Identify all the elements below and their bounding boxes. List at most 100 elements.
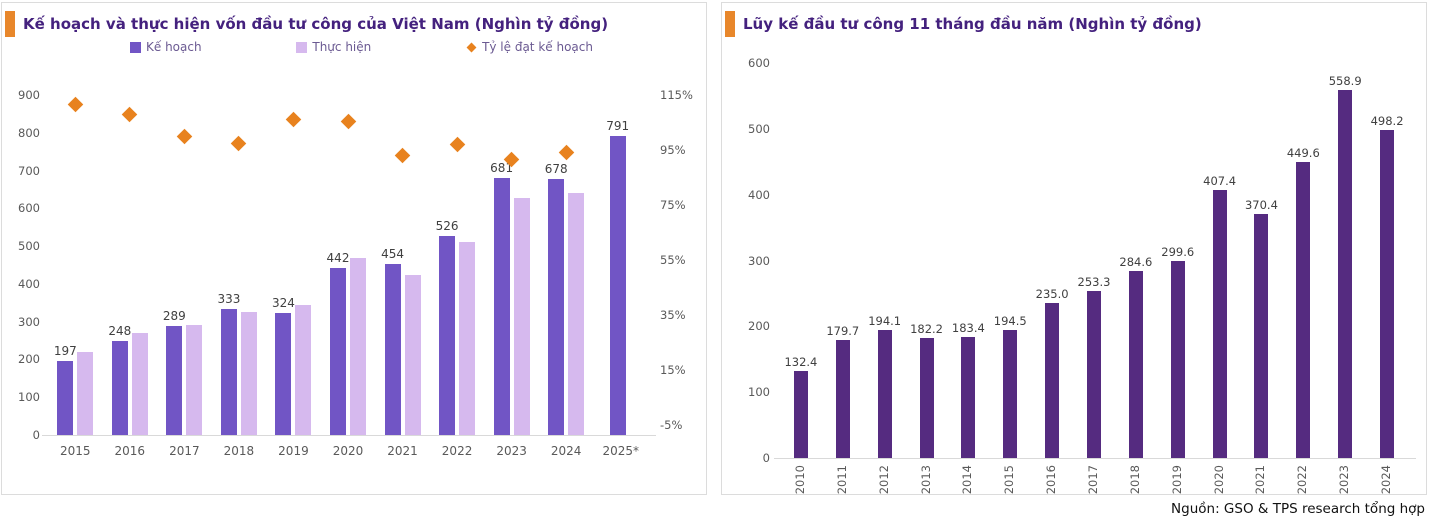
actual-bar xyxy=(240,311,257,435)
primary-y-tick-label: 600 xyxy=(18,201,40,216)
x-axis-year-label-vertical: 2024 xyxy=(1379,465,1394,495)
x-axis-year-label-vertical: 2014 xyxy=(960,465,975,495)
cumulative-bar xyxy=(1338,90,1353,458)
y-axis-tick-label: 200 xyxy=(748,319,770,334)
primary-y-tick-label: 400 xyxy=(18,276,40,291)
orange-accent-bar xyxy=(5,11,15,37)
ratio-diamond-marker xyxy=(176,128,193,145)
cumulative-bar xyxy=(1380,130,1395,458)
x-axis-year-label: 2025* xyxy=(602,444,639,458)
left-chart-title: Kế hoạch và thực hiện vốn đầu tư công củ… xyxy=(23,15,609,33)
plan-bar xyxy=(548,179,565,435)
cumulative-bar-value-label: 407.4 xyxy=(1203,173,1237,188)
plan-bar xyxy=(111,341,128,435)
primary-y-tick-label: 100 xyxy=(18,390,40,405)
ratio-diamond-marker xyxy=(122,106,138,123)
x-axis-line xyxy=(42,435,656,436)
actual-bar xyxy=(350,258,366,435)
legend-label-ty-le: Tỷ lệ đạt kế hoạch xyxy=(482,40,593,54)
y-axis-tick-label: 400 xyxy=(748,187,770,202)
chart-card-plan-vs-actual: Kế hoạch và thực hiện vốn đầu tư công củ… xyxy=(1,2,707,495)
cumulative-bar xyxy=(793,370,808,458)
ratio-diamond-marker xyxy=(67,96,84,113)
plan-bar-value-label: 248 xyxy=(108,324,132,339)
x-axis-year-label-vertical: 2013 xyxy=(918,465,933,495)
legend-item-ke-hoach: Kế hoạch xyxy=(130,40,202,54)
plan-bar xyxy=(330,268,346,435)
ratio-diamond-marker xyxy=(394,147,411,164)
secondary-y-tick-label: 55% xyxy=(660,253,686,267)
y-axis-tick-label: 500 xyxy=(748,122,770,137)
cumulative-bar-value-label: 284.6 xyxy=(1119,254,1153,269)
cumulative-bar-value-label: 299.6 xyxy=(1161,244,1195,259)
plan-bar-value-label: 442 xyxy=(326,251,350,266)
primary-y-tick-label: 0 xyxy=(32,428,40,442)
plan-swatch-icon xyxy=(130,41,141,53)
plan-bar-value-label: 678 xyxy=(544,162,568,177)
primary-y-tick-label: 900 xyxy=(18,88,40,103)
y-axis-tick-label: 600 xyxy=(748,56,770,71)
x-axis-year-label: 2020 xyxy=(332,444,364,458)
plan-bar xyxy=(493,177,510,435)
y-axis-tick-label: 0 xyxy=(762,451,770,465)
secondary-y-tick-label: 35% xyxy=(660,308,686,322)
x-axis-year-label-vertical: 2018 xyxy=(1127,465,1142,495)
actual-bar xyxy=(295,305,312,435)
x-axis-line xyxy=(774,458,1416,459)
actual-bar xyxy=(513,198,530,435)
primary-y-tick-label: 800 xyxy=(18,125,40,140)
x-axis-year-label: 2021 xyxy=(387,444,418,458)
cumulative-bar xyxy=(1003,330,1018,458)
cumulative-bar-value-label: 132.4 xyxy=(784,354,818,369)
plan-bar-value-label: 454 xyxy=(381,246,404,261)
cumulative-chart-plot: 0 100 200 300 400 500 600 132.4 2010 179.7 2011 194… xyxy=(722,3,1426,494)
plan-bar xyxy=(439,236,456,435)
chart-card-cumulative: Lũy kế đầu tư công 11 tháng đầu năm (Ngh… xyxy=(721,2,1427,495)
cumulative-bar xyxy=(1045,303,1060,458)
x-axis-year-label-vertical: 2012 xyxy=(876,465,891,495)
cumulative-bar-value-label: 498.2 xyxy=(1370,114,1404,129)
ratio-diamond-marker xyxy=(558,144,574,161)
ratio-diamond-marker xyxy=(449,136,465,153)
x-axis-year-label: 2024 xyxy=(550,444,582,458)
plan-bar xyxy=(220,309,237,435)
plan-bar xyxy=(166,325,183,435)
secondary-y-tick-label: 115% xyxy=(660,88,693,102)
actual-swatch-icon xyxy=(296,41,308,53)
cumulative-bar-value-label: 253.3 xyxy=(1077,275,1111,290)
x-axis-year-label: 2015 xyxy=(59,444,91,458)
cumulative-bar-value-label: 558.9 xyxy=(1328,74,1362,89)
cumulative-bar xyxy=(1170,260,1185,458)
plan-bar xyxy=(609,136,626,435)
cumulative-bar-value-label: 182.2 xyxy=(910,322,943,337)
plan-bar-value-label: 526 xyxy=(435,219,459,234)
plan-bar xyxy=(384,263,401,435)
actual-bar xyxy=(186,325,203,435)
cumulative-bar-value-label: 194.1 xyxy=(868,314,902,329)
y-axis-tick-label: 100 xyxy=(748,385,770,400)
x-axis-year-label-vertical: 2016 xyxy=(1044,465,1059,495)
primary-y-tick-label: 300 xyxy=(18,314,40,329)
legend-item-thuc-hien: Thực hiện xyxy=(296,40,371,54)
ratio-diamond-marker xyxy=(231,135,247,151)
orange-accent-bar xyxy=(725,11,735,37)
plan-bar-value-label: 324 xyxy=(272,295,295,310)
cumulative-bar-value-label: 179.7 xyxy=(826,323,860,338)
x-axis-year-label-vertical: 2019 xyxy=(1169,465,1184,495)
x-axis-year-label-vertical: 2020 xyxy=(1211,465,1226,495)
cumulative-bar-value-label: 449.6 xyxy=(1286,146,1320,161)
cumulative-bar xyxy=(1087,291,1101,458)
x-axis-year-label-vertical: 2023 xyxy=(1337,465,1352,495)
x-axis-year-label: 2023 xyxy=(496,444,527,458)
cumulative-bar xyxy=(835,339,850,458)
x-axis-year-label-vertical: 2011 xyxy=(834,465,849,495)
legend-label-thuc-hien: Thực hiện xyxy=(312,40,372,54)
right-chart-header: Lũy kế đầu tư công 11 tháng đầu năm (Ngh… xyxy=(725,11,1202,37)
actual-bar xyxy=(77,351,94,435)
primary-y-tick-label: 500 xyxy=(18,239,40,254)
cumulative-bar xyxy=(1212,189,1227,458)
secondary-y-tick-label: 95% xyxy=(660,143,686,157)
x-axis-year-label-vertical: 2015 xyxy=(1002,465,1017,495)
actual-bar xyxy=(459,241,476,435)
